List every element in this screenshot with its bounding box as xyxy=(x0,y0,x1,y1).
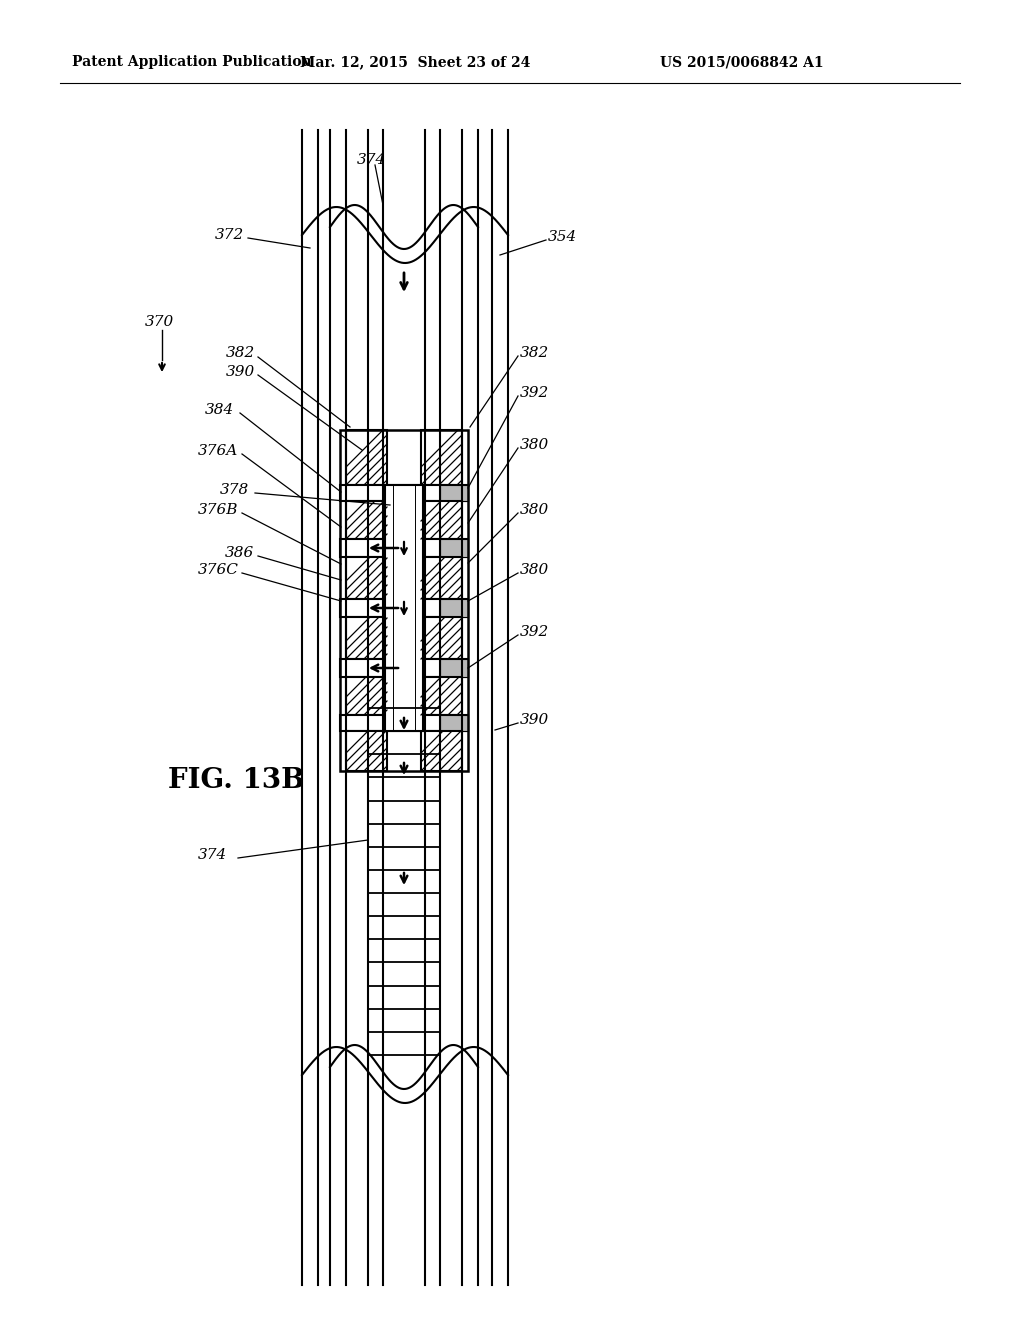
Bar xyxy=(340,715,468,731)
Text: 380: 380 xyxy=(520,438,549,451)
Bar xyxy=(346,677,387,715)
Bar xyxy=(385,484,423,731)
Text: 392: 392 xyxy=(520,624,549,639)
Bar xyxy=(346,731,387,771)
Text: 390: 390 xyxy=(520,713,549,727)
Text: 392: 392 xyxy=(520,385,549,400)
Text: 370: 370 xyxy=(145,315,174,329)
Bar xyxy=(421,502,462,539)
Bar xyxy=(421,731,462,771)
Text: 376A: 376A xyxy=(198,444,239,458)
Text: 376B: 376B xyxy=(198,503,239,517)
Bar xyxy=(340,539,468,557)
Text: 372: 372 xyxy=(215,228,245,242)
Text: Mar. 12, 2015  Sheet 23 of 24: Mar. 12, 2015 Sheet 23 of 24 xyxy=(300,55,530,69)
Bar xyxy=(340,484,468,502)
Text: 382: 382 xyxy=(226,346,255,360)
Bar xyxy=(440,539,468,557)
Text: 374: 374 xyxy=(357,153,386,168)
Bar xyxy=(340,430,468,771)
Text: 354: 354 xyxy=(548,230,578,244)
Text: 380: 380 xyxy=(520,564,549,577)
Bar xyxy=(440,659,468,677)
Text: 382: 382 xyxy=(520,346,549,360)
Text: 386: 386 xyxy=(225,546,254,560)
Bar xyxy=(346,557,387,599)
Text: 378: 378 xyxy=(220,483,249,498)
Bar xyxy=(421,677,462,715)
Bar xyxy=(440,715,468,731)
Bar xyxy=(421,430,462,484)
Bar xyxy=(340,599,468,616)
Bar xyxy=(340,659,468,677)
Text: 390: 390 xyxy=(226,366,255,379)
Text: 374: 374 xyxy=(198,847,227,862)
Bar xyxy=(346,502,387,539)
Text: 384: 384 xyxy=(205,403,234,417)
Bar xyxy=(346,430,387,484)
Text: 380: 380 xyxy=(520,503,549,517)
Bar xyxy=(440,484,468,502)
Bar xyxy=(421,557,462,599)
Text: Patent Application Publication: Patent Application Publication xyxy=(72,55,311,69)
Text: 376C: 376C xyxy=(198,564,239,577)
Bar xyxy=(346,616,387,659)
Bar xyxy=(421,616,462,659)
Text: US 2015/0068842 A1: US 2015/0068842 A1 xyxy=(660,55,823,69)
Bar xyxy=(440,599,468,616)
Text: FIG. 13B: FIG. 13B xyxy=(168,767,304,793)
